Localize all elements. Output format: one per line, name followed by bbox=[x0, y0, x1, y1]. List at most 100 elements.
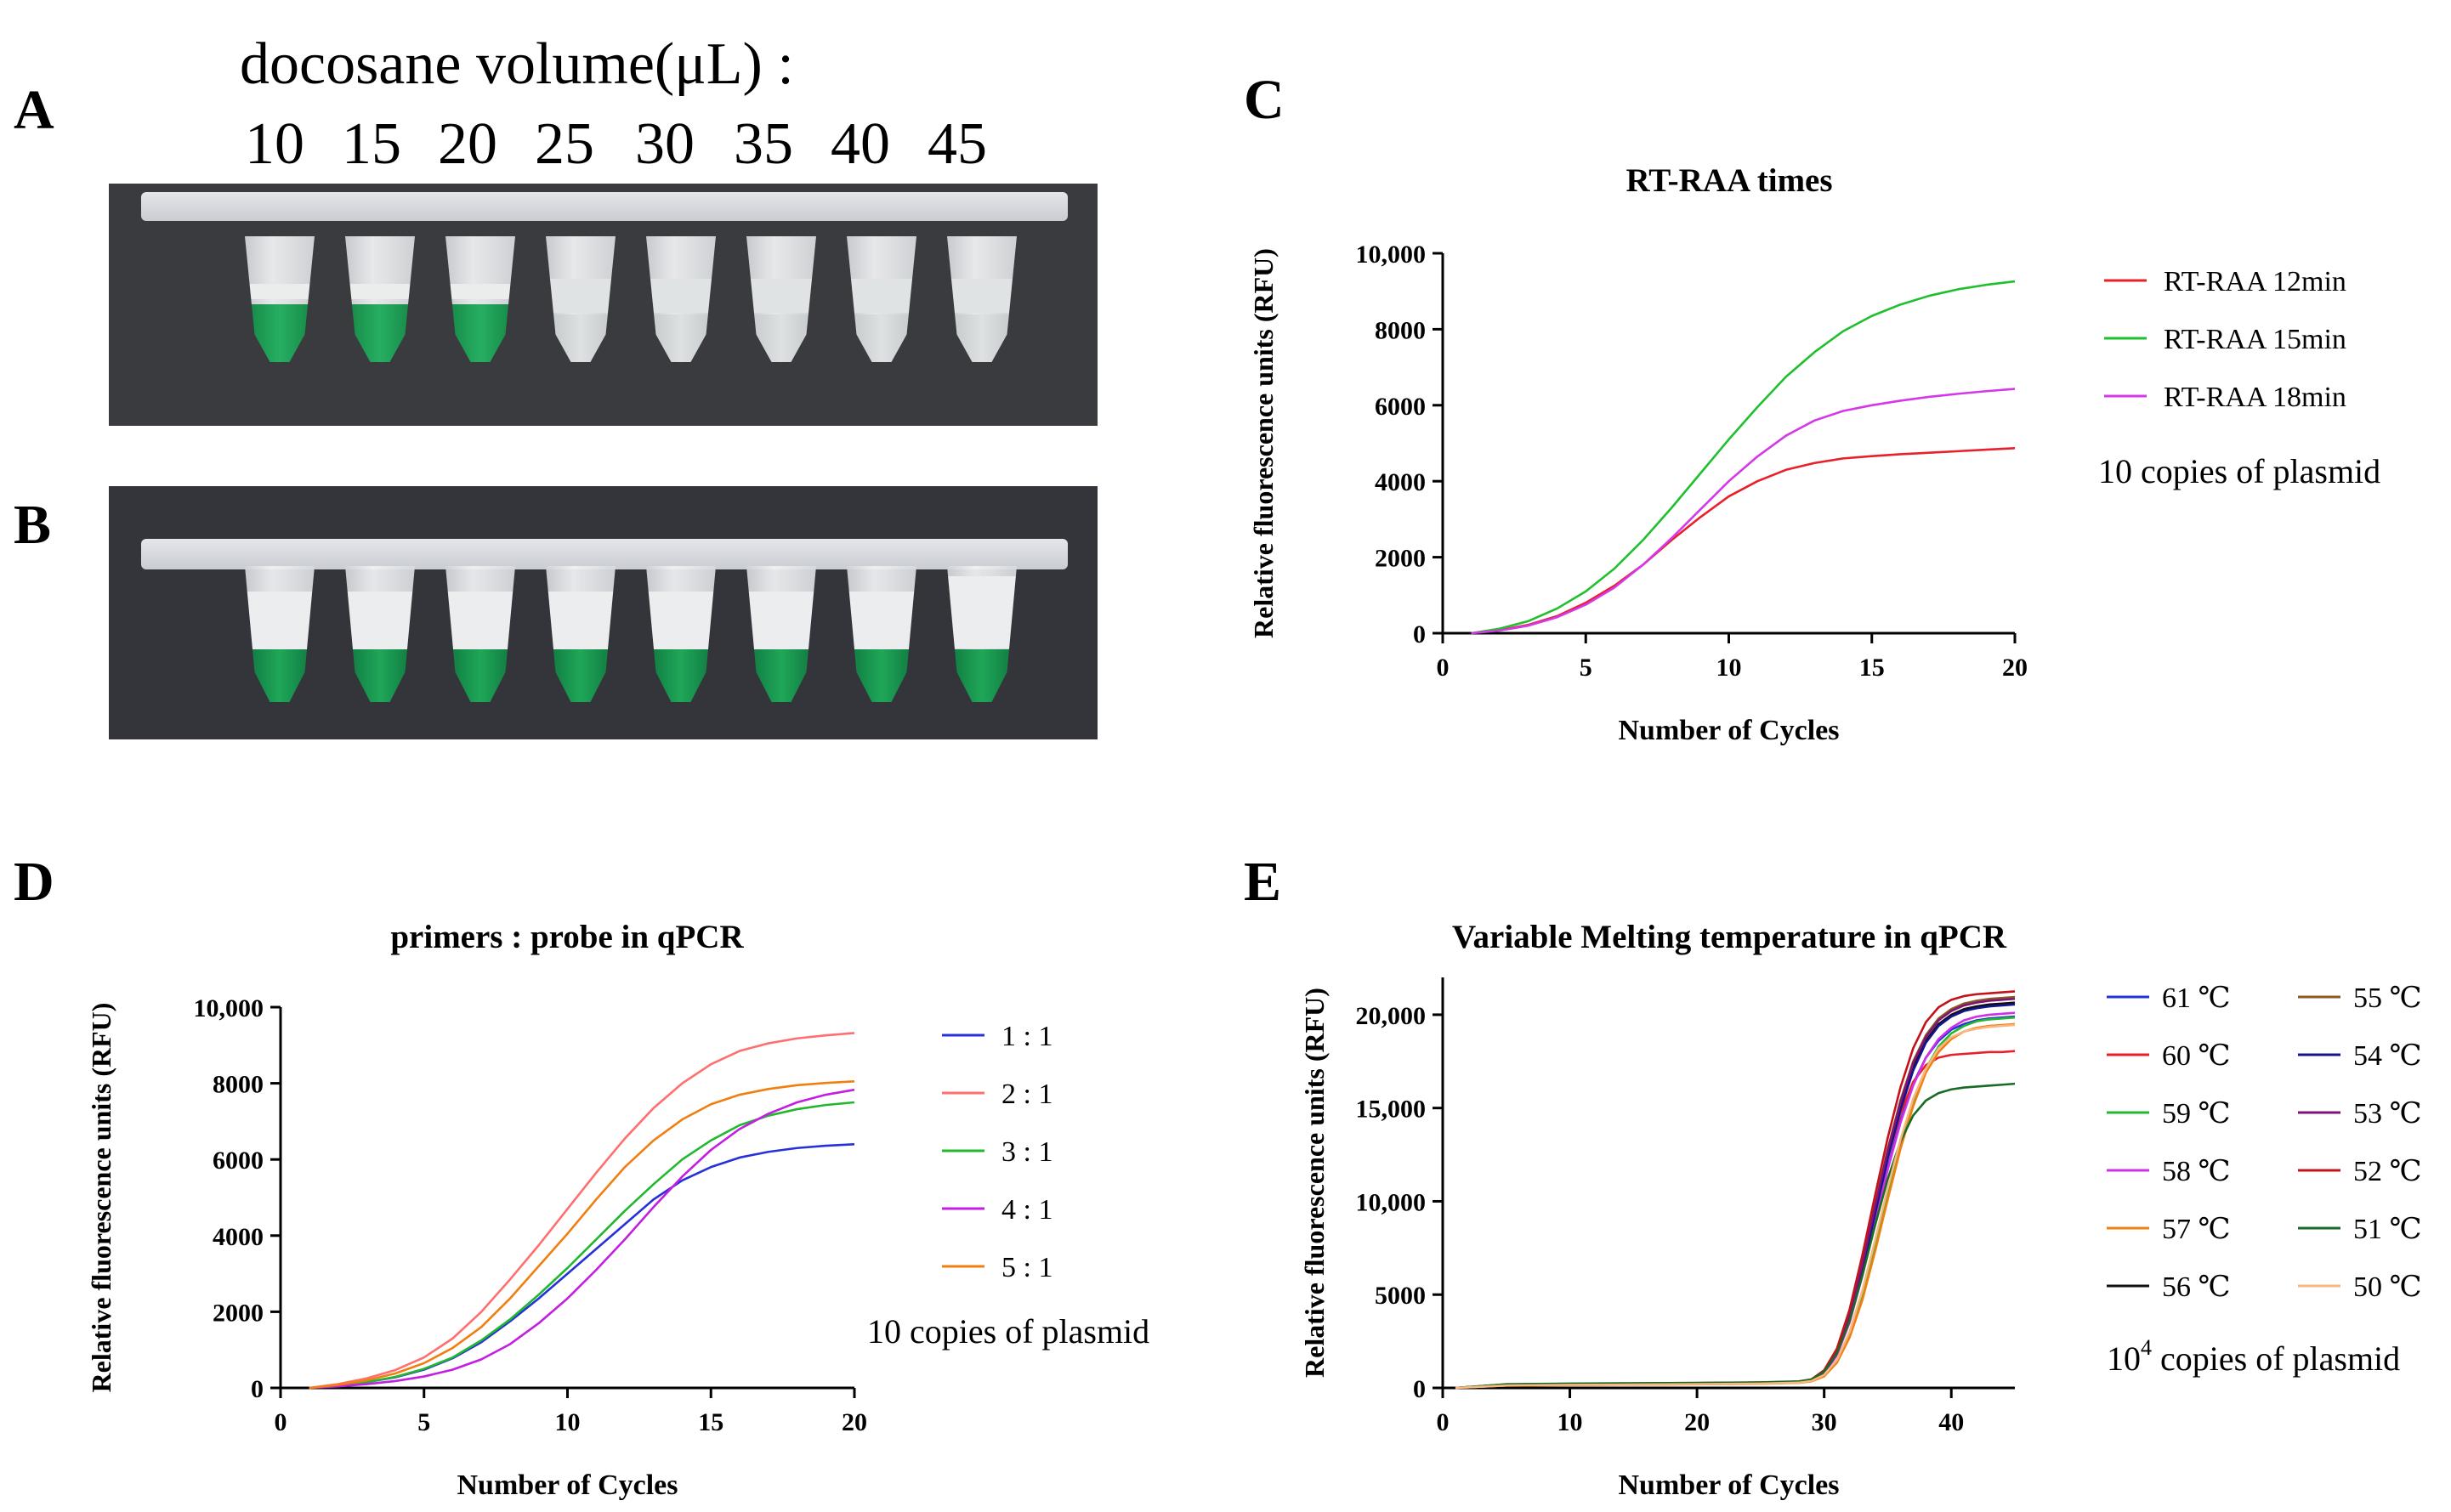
volume-label: 45 bbox=[928, 111, 987, 177]
chart-d-title: primers : probe in qPCR bbox=[390, 919, 744, 955]
tube-liquid bbox=[646, 314, 716, 362]
chart-e-legend-label: 58 ℃ bbox=[2162, 1156, 2231, 1187]
panel-label-e: E bbox=[1244, 851, 1282, 913]
chart-e-x-tick-label: 30 bbox=[1812, 1408, 1837, 1436]
photo-caption: docosane volume(μL) : bbox=[240, 31, 794, 97]
tube-foam bbox=[445, 592, 515, 649]
chart-c-y-tick-label: 10,000 bbox=[1356, 241, 1427, 269]
chart-d-y-tick-label: 10,000 bbox=[194, 994, 264, 1022]
chart-d-legend-label: 1 : 1 bbox=[1001, 1021, 1052, 1052]
chart-e-series-line bbox=[1455, 1023, 2016, 1390]
chart-e-x-label: Number of Cycles bbox=[1619, 1470, 1840, 1501]
chart-e-x-tick-label: 40 bbox=[1938, 1408, 1964, 1436]
chart-e-y-tick-label: 20,000 bbox=[1356, 1002, 1427, 1030]
chart-e-y-label: Relative fluorescence units (RFU) bbox=[1299, 988, 1330, 1378]
chart-d-y-label: Relative fluorescence units (RFU) bbox=[86, 1003, 116, 1393]
tube-liquid bbox=[947, 649, 1017, 702]
tube-foam bbox=[345, 284, 415, 299]
chart-e-y-tick-label: 0 bbox=[1413, 1375, 1426, 1403]
tube-foam bbox=[546, 279, 616, 313]
chart-c-series-line bbox=[1471, 280, 2016, 635]
tube bbox=[847, 236, 916, 362]
chart-e-y-tick-label: 5000 bbox=[1375, 1282, 1426, 1310]
tube-liquid bbox=[445, 304, 515, 362]
chart-c-y-tick-label: 0 bbox=[1413, 620, 1426, 648]
tube bbox=[546, 236, 616, 362]
chart-e-note: 104 copies of plasmid bbox=[2107, 1335, 2400, 1378]
tube-foam bbox=[746, 592, 816, 649]
chart-d-x-tick-label: 20 bbox=[842, 1408, 867, 1436]
chart-c-title: RT-RAA times bbox=[1625, 162, 1832, 199]
volume-label: 15 bbox=[342, 111, 401, 177]
chart-e-note-exponent: 4 bbox=[2141, 1335, 2152, 1360]
tube-liquid bbox=[546, 649, 616, 702]
chart-e-note-rest: copies of plasmid bbox=[2152, 1339, 2400, 1378]
chart-c-y-label: Relative fluorescence units (RFU) bbox=[1248, 248, 1279, 638]
volume-label: 40 bbox=[831, 111, 890, 177]
panel-label-c: C bbox=[1244, 69, 1285, 131]
chart-e-legend-label: 59 ℃ bbox=[2162, 1098, 2231, 1130]
tube bbox=[746, 236, 816, 362]
tube bbox=[445, 566, 515, 702]
chart-e-legend-label: 60 ℃ bbox=[2162, 1040, 2231, 1072]
chart-e-legend-label: 52 ℃ bbox=[2353, 1156, 2422, 1187]
chart-e-legend-label: 55 ℃ bbox=[2353, 983, 2422, 1014]
chart-e-series-line bbox=[1455, 1011, 2016, 1390]
chart-c-x-tick-label: 10 bbox=[1716, 654, 1742, 682]
chart-e-x-tick-label: 20 bbox=[1684, 1408, 1710, 1436]
chart-d-y-tick-label: 6000 bbox=[213, 1147, 264, 1175]
chart-e-series-line bbox=[1455, 1050, 2016, 1390]
tube-liquid bbox=[245, 649, 315, 702]
tube-liquid bbox=[746, 649, 816, 702]
tube bbox=[947, 566, 1017, 702]
chart-c-note: 10 copies of plasmid bbox=[2098, 452, 2380, 490]
chart-d-x-tick-label: 15 bbox=[698, 1408, 723, 1436]
tube-foam bbox=[546, 592, 616, 649]
chart-d-series-line bbox=[309, 1142, 855, 1390]
volume-label: 20 bbox=[438, 111, 497, 177]
tube bbox=[245, 566, 315, 702]
chart-d-x-tick-label: 5 bbox=[417, 1408, 430, 1436]
tube-strip-a bbox=[141, 192, 1068, 221]
tube bbox=[546, 566, 616, 702]
chart-e-legend-label: 57 ℃ bbox=[2162, 1214, 2231, 1245]
chart-d-legend-label: 5 : 1 bbox=[1001, 1252, 1052, 1283]
tube-foam bbox=[947, 279, 1017, 313]
tube-foam bbox=[445, 284, 515, 299]
chart-c-series-line bbox=[1471, 447, 2016, 635]
chart-e-legend-label: 51 ℃ bbox=[2353, 1214, 2422, 1245]
chart-c-legend-label: RT-RAA 15min bbox=[2164, 324, 2346, 355]
chart-c-x-tick-label: 20 bbox=[2002, 654, 2028, 682]
tube-liquid bbox=[646, 649, 716, 702]
chart-d-y-tick-label: 8000 bbox=[213, 1071, 264, 1099]
chart-e-series-line bbox=[1455, 1022, 2016, 1390]
panel-label-d: D bbox=[14, 851, 54, 913]
volume-label: 35 bbox=[734, 111, 793, 177]
chart-e-legend-label: 56 ℃ bbox=[2162, 1271, 2231, 1303]
tube bbox=[947, 236, 1017, 362]
chart-c-x-tick-label: 5 bbox=[1580, 654, 1592, 682]
chart-d-series-line bbox=[309, 1032, 855, 1390]
chart-e-legend-label: 50 ℃ bbox=[2353, 1271, 2422, 1303]
chart-e-series-line bbox=[1455, 997, 2016, 1390]
tube-foam bbox=[746, 279, 816, 313]
tube bbox=[646, 236, 716, 362]
tube-liquid bbox=[345, 304, 415, 362]
tube bbox=[847, 566, 916, 702]
tube-foam bbox=[646, 592, 716, 649]
volume-label: 25 bbox=[535, 111, 594, 177]
chart-e-series-line bbox=[1455, 1016, 2016, 1390]
chart-e-legend-label: 53 ℃ bbox=[2353, 1098, 2422, 1130]
chart-c-y-tick-label: 8000 bbox=[1375, 316, 1426, 344]
chart-d-series-line bbox=[309, 1088, 855, 1390]
panel-label-a: A bbox=[14, 79, 54, 141]
tube-liquid bbox=[345, 649, 415, 702]
chart-d-legend-label: 2 : 1 bbox=[1001, 1079, 1052, 1110]
tube-liquid bbox=[746, 314, 816, 362]
tube-liquid bbox=[245, 304, 315, 362]
tube-liquid bbox=[947, 314, 1017, 362]
chart-c-x-tick-label: 15 bbox=[1859, 654, 1885, 682]
chart-c-x-label: Number of Cycles bbox=[1619, 715, 1840, 746]
chart-d-x-tick-label: 0 bbox=[275, 1408, 287, 1436]
chart-e-title: Variable Melting temperature in qPCR bbox=[1452, 919, 2007, 955]
